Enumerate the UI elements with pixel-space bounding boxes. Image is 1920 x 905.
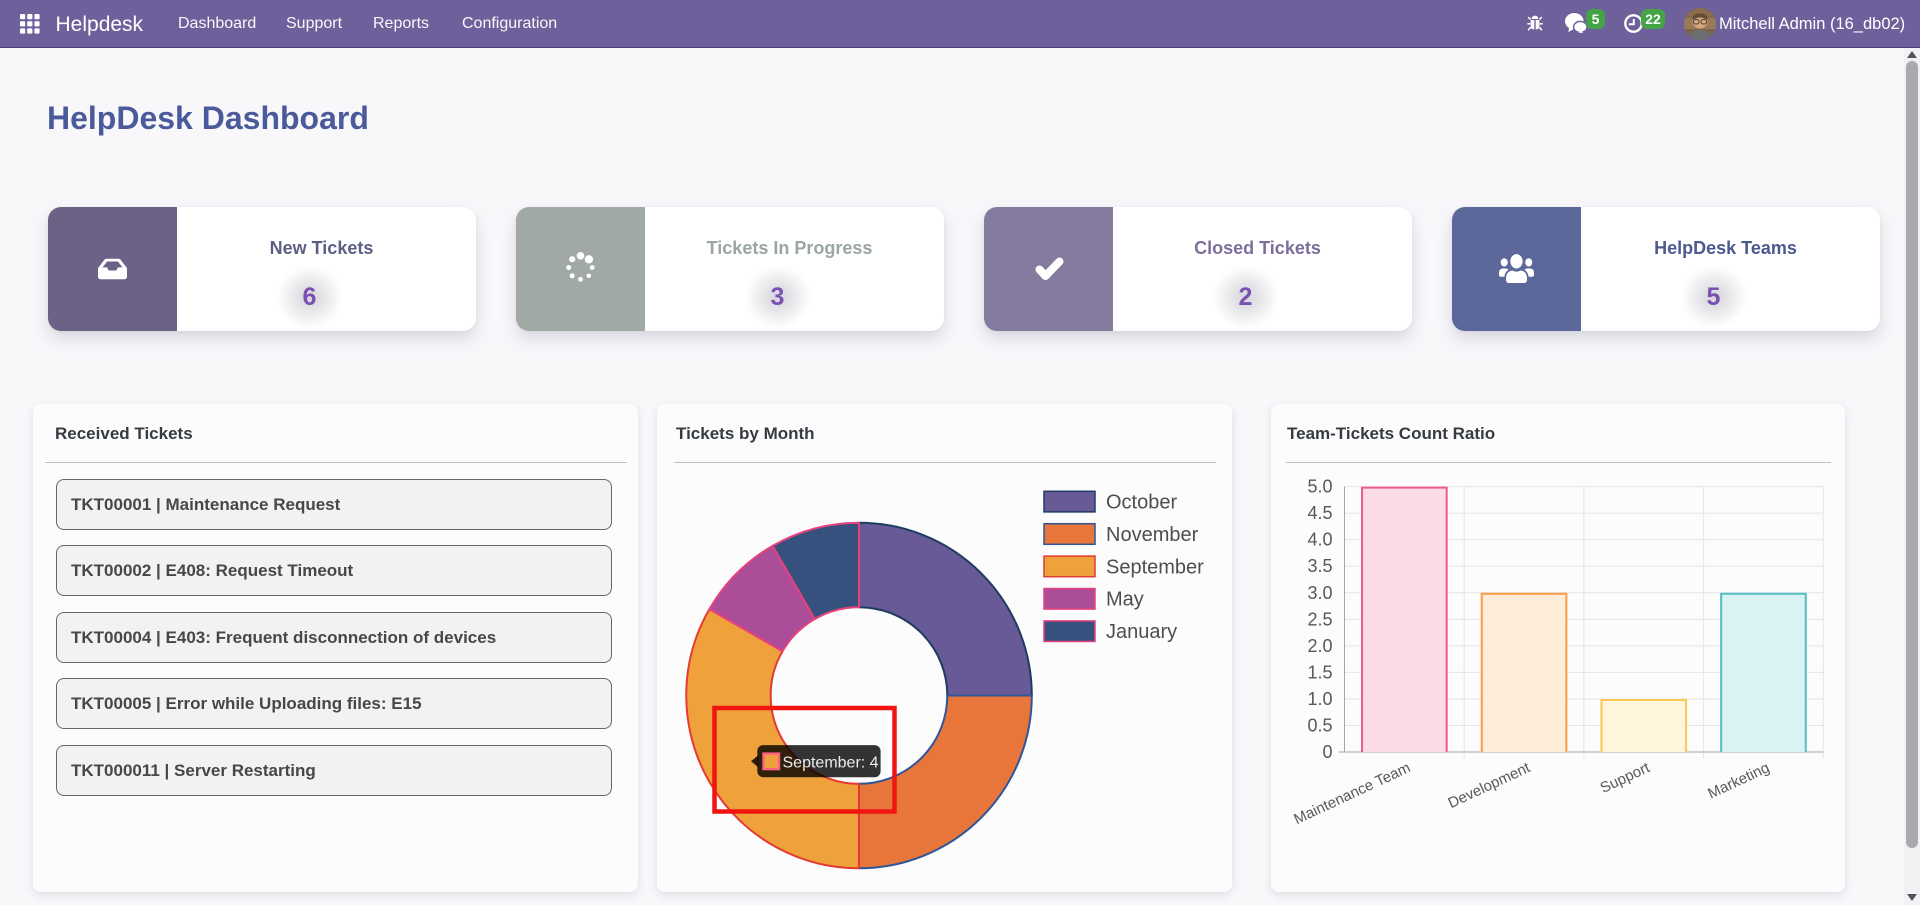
svg-text:September: September <box>1106 556 1204 578</box>
svg-text:November: November <box>1106 524 1199 546</box>
svg-text:4.5: 4.5 <box>1307 503 1332 523</box>
svg-text:0.5: 0.5 <box>1307 716 1332 736</box>
svg-text:3.0: 3.0 <box>1307 583 1332 603</box>
svg-text:Support: Support <box>1598 759 1654 797</box>
svg-text:5.0: 5.0 <box>1307 477 1332 497</box>
svg-text:0: 0 <box>1322 742 1332 762</box>
svg-text:January: January <box>1106 621 1177 643</box>
svg-text:2.5: 2.5 <box>1307 609 1332 629</box>
svg-text:Development: Development <box>1445 759 1533 812</box>
svg-text:Marketing: Marketing <box>1705 759 1772 802</box>
svg-text:Maintenance Team: Maintenance Team <box>1291 759 1413 828</box>
svg-text:3.5: 3.5 <box>1307 556 1332 576</box>
svg-text:1.5: 1.5 <box>1307 662 1332 682</box>
svg-text:2.0: 2.0 <box>1307 636 1332 656</box>
svg-text:4.0: 4.0 <box>1307 530 1332 550</box>
svg-text:October: October <box>1106 492 1177 514</box>
svg-text:May: May <box>1106 589 1144 611</box>
svg-text:1.0: 1.0 <box>1307 689 1332 709</box>
svg-text:September: 4: September: 4 <box>783 754 879 771</box>
